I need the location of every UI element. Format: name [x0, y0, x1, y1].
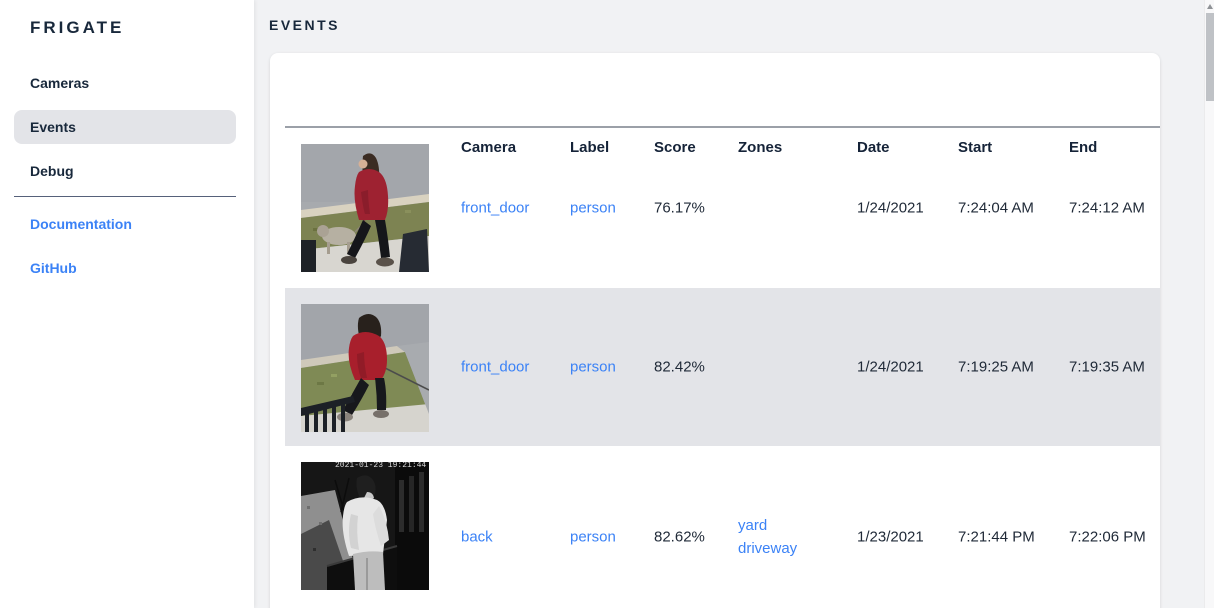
event-zone-link[interactable]: yard — [738, 517, 768, 534]
event-start: 7:19:25 AM — [958, 358, 1034, 376]
event-end: 7:19:35 AM — [1069, 358, 1145, 376]
event-score: 82.62% — [654, 528, 705, 546]
sidebar-link-label: Documentation — [30, 216, 132, 232]
event-thumbnail-person-red-hoodie[interactable] — [301, 304, 429, 432]
event-thumbnail-person-red-coat-dog[interactable] — [301, 144, 429, 272]
sidebar-link-label: GitHub — [30, 260, 77, 276]
table-row-highlighted[interactable]: front_door person 82.42% 1/24/2021 7:19:… — [285, 288, 1160, 446]
event-end: 7:24:12 AM — [1069, 199, 1145, 217]
table-header-divider — [285, 126, 1160, 128]
vertical-scrollbar[interactable] — [1204, 0, 1214, 608]
event-label-link[interactable]: person — [570, 358, 616, 376]
column-header-end: End — [1069, 139, 1098, 156]
sidebar-item-events[interactable]: Events — [14, 110, 236, 144]
event-label-link[interactable]: person — [570, 528, 616, 546]
sidebar-item-debug[interactable]: Debug — [14, 154, 236, 188]
scrollbar-up-button[interactable] — [1205, 0, 1214, 12]
column-header-start: Start — [958, 139, 993, 156]
sidebar-link-documentation[interactable]: Documentation — [14, 207, 236, 241]
event-date: 1/24/2021 — [857, 199, 924, 217]
table-row[interactable]: 2021-01-23 19:21:44 back person 82.62% y… — [285, 446, 1160, 608]
sidebar-item-label: Cameras — [30, 75, 90, 91]
event-score: 82.42% — [654, 358, 705, 376]
event-date: 1/24/2021 — [857, 358, 924, 376]
event-start: 7:21:44 PM — [958, 528, 1035, 546]
sidebar-item-label: Debug — [30, 163, 74, 179]
event-camera-link[interactable]: front_door — [461, 199, 530, 217]
sidebar-item-label: Events — [30, 119, 76, 135]
column-header-camera: Camera — [461, 139, 517, 156]
sidebar-divider — [14, 196, 236, 197]
event-zone-link[interactable]: driveway — [738, 540, 798, 557]
column-header-label: Label — [570, 139, 610, 156]
column-header-date: Date — [857, 139, 890, 156]
sidebar: FRIGATE Cameras Events Debug Documentati… — [0, 0, 254, 608]
column-header-zones: Zones — [738, 139, 783, 156]
event-start: 7:24:04 AM — [958, 199, 1034, 217]
sidebar-link-github[interactable]: GitHub — [14, 251, 236, 285]
event-camera-link[interactable]: back — [461, 528, 493, 546]
sidebar-item-cameras[interactable]: Cameras — [14, 66, 236, 100]
event-end: 7:22:06 PM — [1069, 528, 1146, 546]
event-score: 76.17% — [654, 199, 705, 217]
events-table-card: Camera Label Score Zones Date Start End — [270, 53, 1160, 608]
table-row[interactable]: front_door person 76.17% 1/24/2021 7:24:… — [285, 128, 1160, 288]
column-header-score: Score — [654, 139, 696, 156]
event-zones: yard driveway — [738, 514, 797, 560]
event-label-link[interactable]: person — [570, 199, 616, 217]
event-date: 1/23/2021 — [857, 528, 924, 546]
scrollbar-thumb[interactable] — [1206, 13, 1214, 101]
page-title: EVENTS — [269, 17, 341, 33]
app-logo: FRIGATE — [30, 18, 125, 37]
thumbnail-timestamp-overlay: 2021-01-23 19:21:44 — [335, 462, 426, 470]
event-thumbnail-night-ir-person[interactable]: 2021-01-23 19:21:44 — [301, 462, 429, 590]
event-camera-link[interactable]: front_door — [461, 358, 530, 376]
scroll-up-arrow-icon — [1207, 3, 1213, 9]
